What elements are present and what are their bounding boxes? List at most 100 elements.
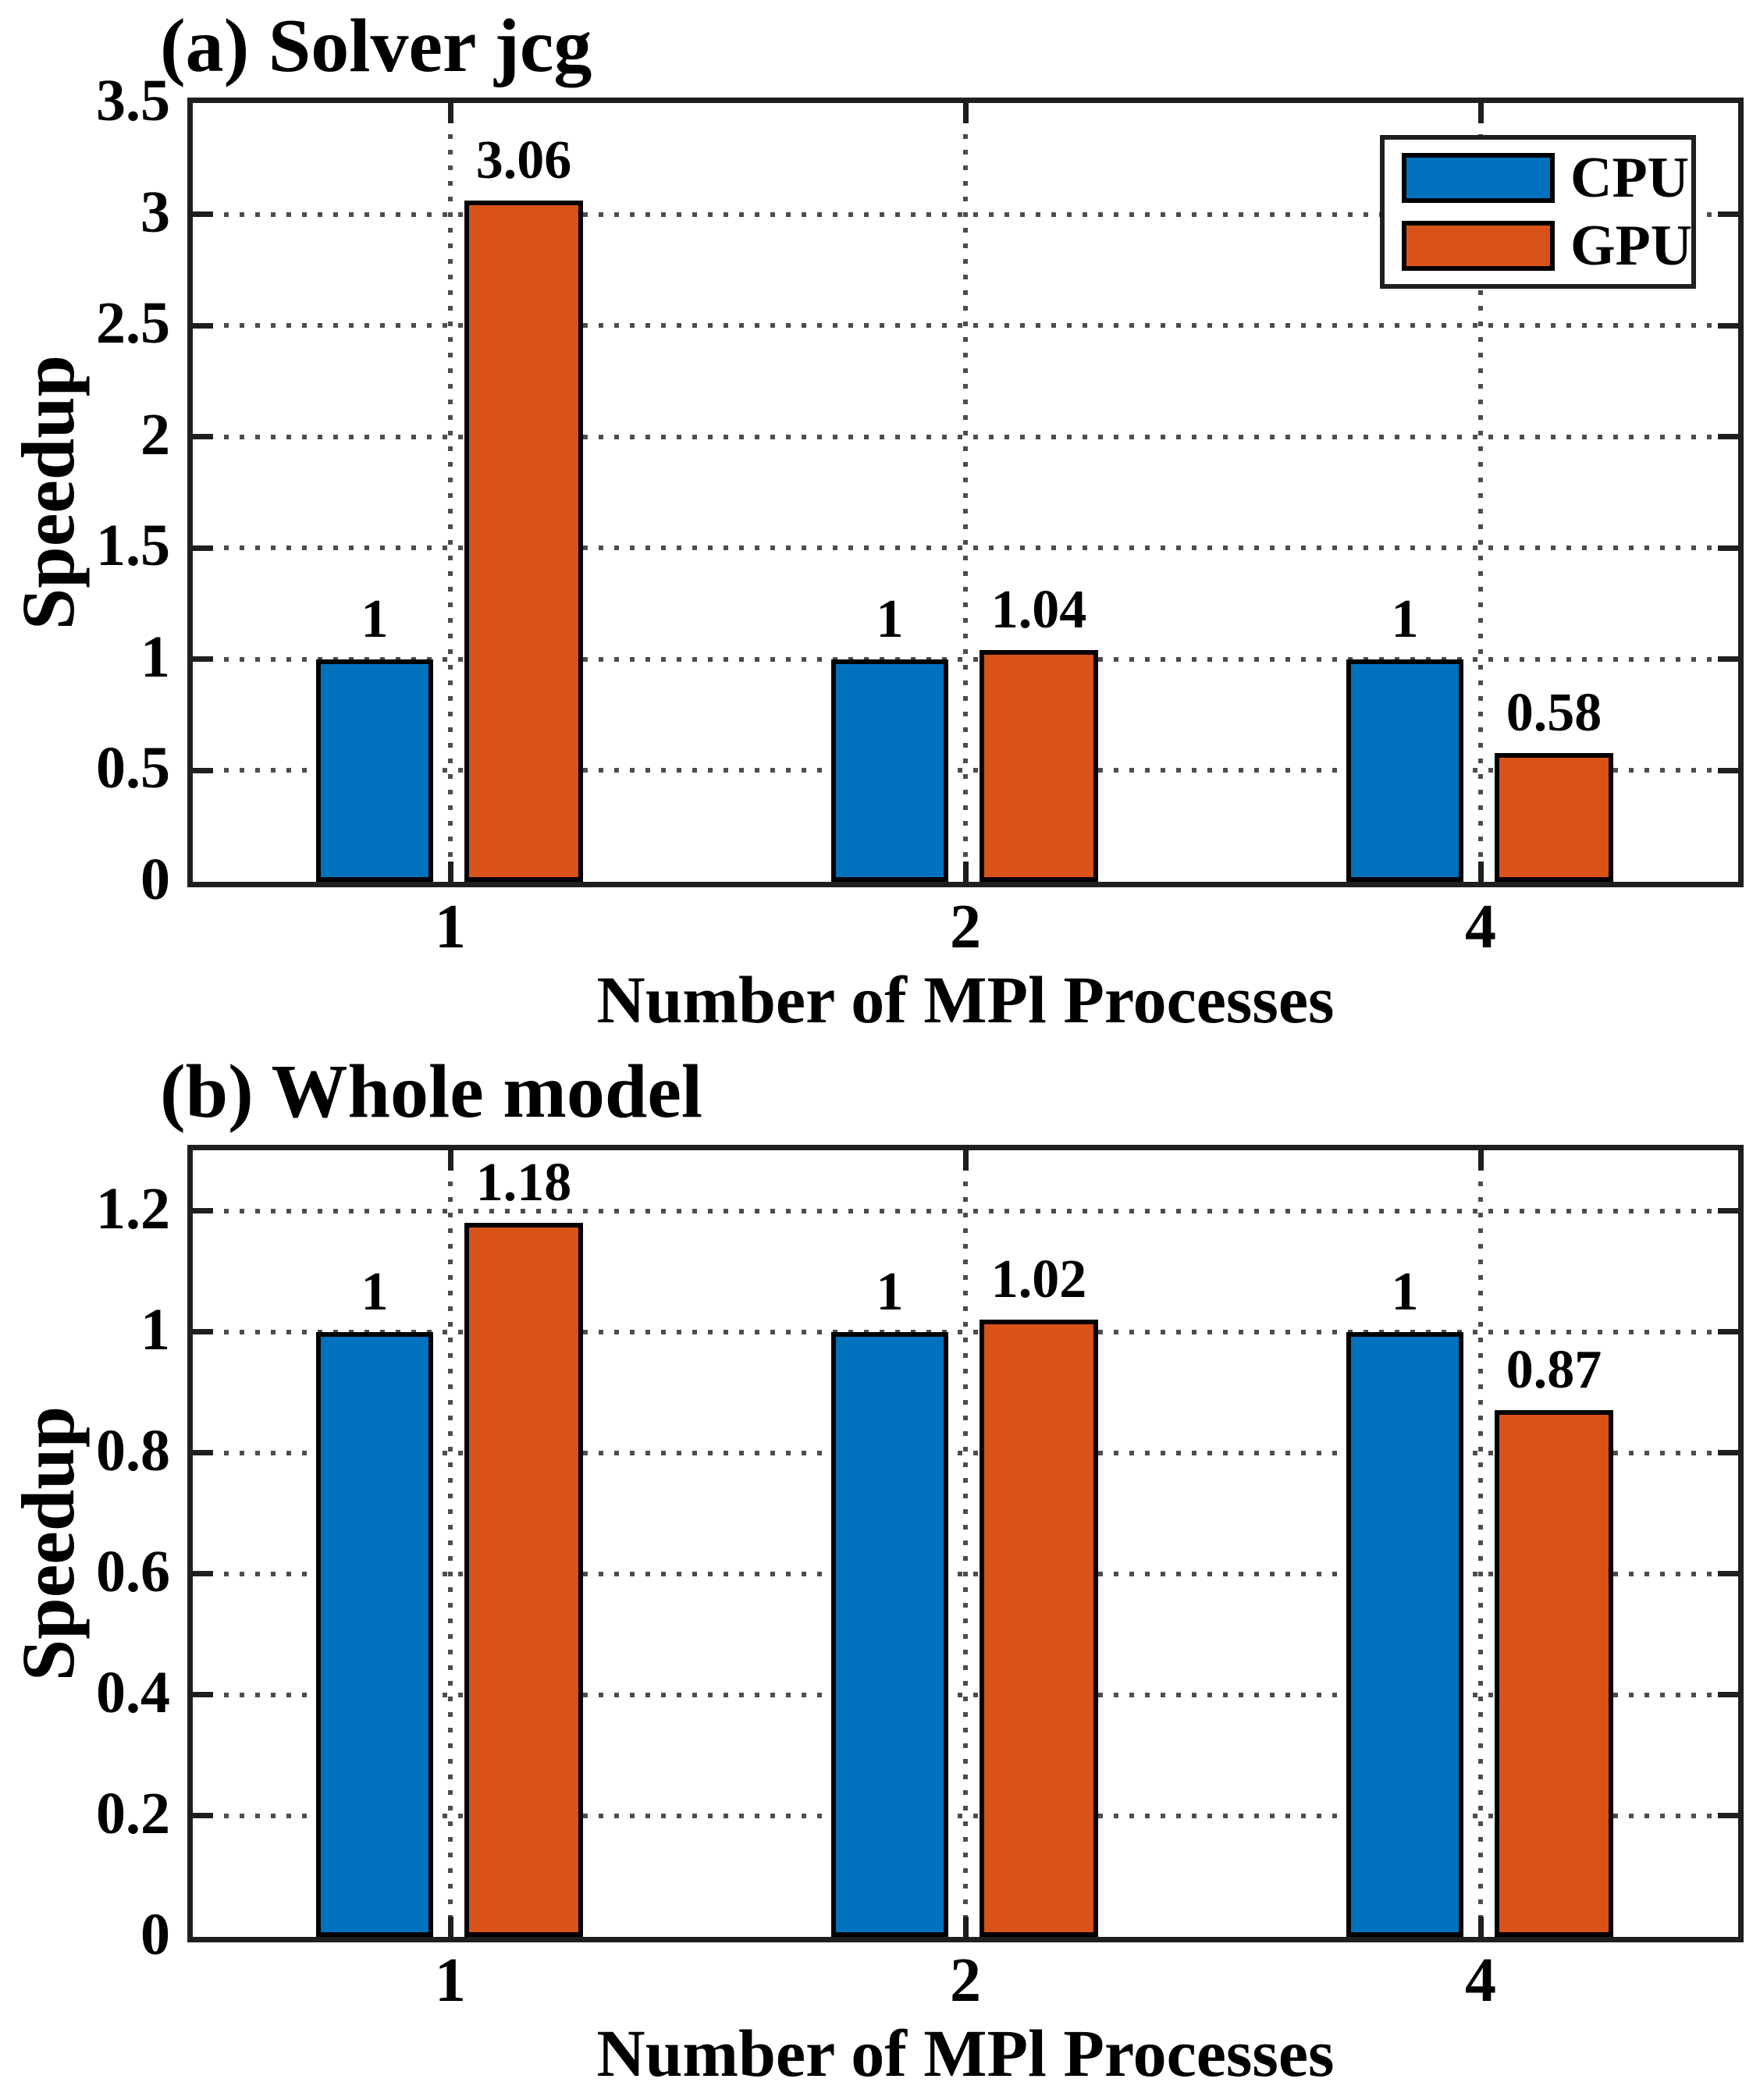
bar-gpu-2 bbox=[980, 1320, 1098, 1937]
bar-cpu-2 bbox=[831, 1332, 948, 1937]
y-tick-mark-left bbox=[193, 1208, 213, 1214]
y-tick-label: 3.5 bbox=[96, 67, 170, 133]
y-tick-mark-right bbox=[1718, 1450, 1738, 1456]
y-tick-mark-left bbox=[193, 1692, 213, 1698]
y-tick-mark-right bbox=[1718, 656, 1738, 663]
y-tick-label: 0.2 bbox=[96, 1780, 170, 1846]
x-tick-label: 1 bbox=[435, 1946, 466, 2015]
bar-value-label: 1 bbox=[876, 589, 904, 649]
bar-value-label: 1.18 bbox=[475, 1153, 572, 1213]
y-tick-mark-left bbox=[193, 1329, 213, 1335]
bar-cpu-4 bbox=[1346, 1332, 1463, 1937]
y-tick-mark-right bbox=[1718, 767, 1738, 773]
y-tick-label: 0 bbox=[140, 1901, 170, 1967]
bar-gpu-2 bbox=[980, 650, 1098, 882]
y-tick-mark-right bbox=[1718, 322, 1738, 329]
x-tick-mark-bottom bbox=[447, 862, 453, 882]
bar-value-label: 1 bbox=[876, 1262, 904, 1322]
x-tick-mark-top bbox=[1477, 103, 1484, 123]
x-tick-mark-top bbox=[447, 103, 453, 123]
panel-a-title: (a) Solver jcg bbox=[160, 4, 592, 88]
cpu-swatch bbox=[1402, 153, 1555, 204]
x-tick-label: 2 bbox=[950, 1946, 981, 2015]
y-tick-mark-right bbox=[1718, 545, 1738, 551]
legend-row-cpu: CPU bbox=[1385, 149, 1691, 207]
bar-value-label: 1 bbox=[1391, 589, 1419, 649]
bar-value-label: 1.02 bbox=[990, 1249, 1087, 1309]
y-tick-mark-right bbox=[1718, 1208, 1738, 1214]
y-tick-label: 1 bbox=[140, 1296, 170, 1363]
y-tick-mark-right bbox=[1718, 211, 1738, 218]
y-tick-label: 3 bbox=[140, 179, 170, 245]
x-tick-mark-top bbox=[447, 1150, 453, 1171]
y-tick-label: 0.6 bbox=[96, 1538, 170, 1604]
bar-cpu-4 bbox=[1346, 659, 1463, 882]
y-tick-mark-right bbox=[1718, 434, 1738, 440]
legend-label-gpu: GPU bbox=[1570, 213, 1693, 278]
bar-gpu-4 bbox=[1495, 1410, 1613, 1937]
y-tick-label: 1.2 bbox=[96, 1175, 170, 1242]
y-tick-mark-left bbox=[193, 322, 213, 329]
y-tick-mark-left bbox=[193, 656, 213, 663]
bar-value-label: 3.06 bbox=[475, 130, 572, 190]
y-tick-mark-left bbox=[193, 767, 213, 773]
x-tick-mark-top bbox=[1477, 1150, 1484, 1171]
bar-gpu-4 bbox=[1495, 753, 1613, 882]
y-tick-mark-left bbox=[193, 545, 213, 551]
y-tick-label: 2.5 bbox=[96, 290, 170, 357]
panel-a-plot-area: 1 1 1 3.06 1.04 0.58 CPU GPU bbox=[187, 98, 1744, 887]
gridline-vertical bbox=[448, 103, 453, 882]
y-tick-label: 0 bbox=[140, 846, 170, 912]
y-tick-mark-left bbox=[193, 1450, 213, 1456]
panel-a-y-axis-label: Speedup bbox=[6, 354, 90, 631]
x-tick-mark-bottom bbox=[447, 1917, 453, 1937]
x-tick-mark-bottom bbox=[1477, 862, 1484, 882]
bar-cpu-1 bbox=[316, 659, 433, 882]
x-tick-mark-top bbox=[962, 103, 969, 123]
y-tick-label: 1 bbox=[140, 624, 170, 690]
bar-value-label: 0.87 bbox=[1506, 1340, 1602, 1400]
panel-a-x-axis-label: Number of MPl Processes bbox=[596, 962, 1335, 1037]
gridline-vertical bbox=[1478, 1150, 1483, 1937]
gridline-vertical bbox=[448, 1150, 453, 1937]
y-tick-mark-left bbox=[193, 211, 213, 218]
x-tick-label: 4 bbox=[1465, 1946, 1496, 2015]
gridline-vertical bbox=[963, 1150, 968, 1937]
bar-value-label: 1 bbox=[361, 1262, 389, 1322]
x-tick-label: 2 bbox=[950, 893, 981, 961]
gpu-swatch bbox=[1402, 220, 1555, 271]
y-tick-label: 2 bbox=[140, 401, 170, 467]
bar-value-label: 0.58 bbox=[1506, 683, 1602, 743]
x-tick-mark-bottom bbox=[1477, 1917, 1484, 1937]
y-tick-label: 0.4 bbox=[96, 1659, 170, 1725]
x-tick-label: 1 bbox=[435, 893, 466, 961]
bar-cpu-1 bbox=[316, 1332, 433, 1937]
legend: CPU GPU bbox=[1380, 135, 1696, 289]
panel-b-x-axis-label: Number of MPl Processes bbox=[596, 2016, 1335, 2091]
legend-row-gpu: GPU bbox=[1385, 213, 1693, 278]
panel-b-plot-area: 1 1 1 1.18 1.02 0.87 bbox=[187, 1145, 1744, 1942]
bar-value-label: 1.04 bbox=[990, 580, 1087, 640]
y-tick-mark-right bbox=[1718, 1692, 1738, 1698]
y-tick-label: 0.8 bbox=[96, 1417, 170, 1484]
legend-label-cpu: CPU bbox=[1570, 146, 1690, 211]
y-tick-mark-left bbox=[193, 1571, 213, 1577]
bar-value-label: 1 bbox=[361, 589, 389, 649]
y-tick-mark-right bbox=[1718, 1571, 1738, 1577]
y-tick-label: 1.5 bbox=[96, 513, 170, 579]
panel-b-title: (b) Whole model bbox=[160, 1050, 703, 1134]
y-tick-mark-right bbox=[1718, 1329, 1738, 1335]
bar-cpu-2 bbox=[831, 659, 948, 882]
x-tick-label: 4 bbox=[1465, 893, 1496, 961]
x-tick-mark-bottom bbox=[962, 1917, 969, 1937]
bar-value-label: 1 bbox=[1391, 1262, 1419, 1322]
gridline-vertical bbox=[963, 103, 968, 882]
y-tick-mark-right bbox=[1718, 1813, 1738, 1819]
y-tick-label: 0.5 bbox=[96, 735, 170, 801]
x-tick-mark-top bbox=[962, 1150, 969, 1171]
bar-gpu-1 bbox=[464, 201, 583, 882]
x-tick-mark-bottom bbox=[962, 862, 969, 882]
y-tick-mark-left bbox=[193, 1813, 213, 1819]
bar-gpu-1 bbox=[464, 1223, 583, 1937]
